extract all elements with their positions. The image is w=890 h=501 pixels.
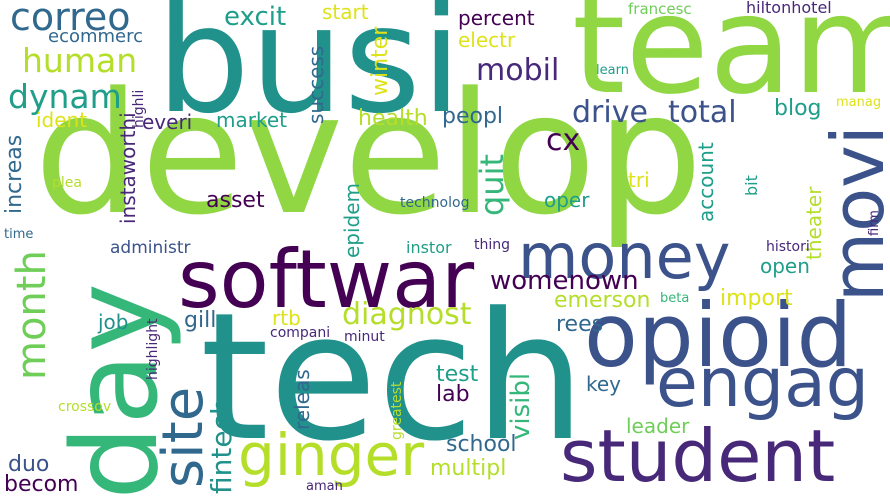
word-instaworthi: instaworthi [116,112,140,224]
word-increas: increas [2,134,27,214]
word-winter: winter [368,26,393,96]
word-womenown: womenown [490,266,639,296]
word-administr: administr [110,238,191,258]
word-emerson: emerson [554,288,651,313]
word-thing: thing [474,237,511,253]
word-success: success [304,45,328,124]
word-excit: excit [224,2,287,32]
word-key: key [586,372,622,396]
word-dynam: dynam [8,77,122,116]
word-open: open [760,254,810,278]
word-quit: quit [473,153,511,216]
word-releas: releas [290,369,314,430]
word-electr: electr [458,28,516,52]
word-month: month [9,250,55,380]
word-mobil: mobil [476,53,560,88]
word-correo: correo [10,0,131,39]
word-ident: ident [36,108,88,132]
word-multipl: multipl [430,456,507,481]
word-rees: rees [556,312,604,337]
word-oper: oper [544,188,590,212]
word-cx: cx [546,123,581,158]
word-student: student [560,414,836,498]
word-firm: firm [867,210,882,236]
word-lab: lab [436,382,470,407]
word-fintech: fintech [205,397,238,494]
word-rtb: rtb [272,306,301,330]
word-histori: histori [766,239,810,255]
word-manag: manag [836,95,882,110]
word-greatest: greatest [389,381,405,440]
word-peopl: peopl [442,104,504,129]
word-duo: duo [8,452,50,477]
word-import: import [720,286,793,311]
word-visibl: visibl [506,372,536,440]
word-softwar: softwar [178,233,475,326]
word-drive: drive [572,95,648,130]
word-health: health [358,106,428,131]
word-team: team [572,0,890,125]
word-learn: learn [596,63,629,78]
word-job: job [98,310,129,334]
word-total: total [668,95,737,130]
word-instor: instor [406,238,452,257]
word-start: start [322,0,369,24]
word-test: test [436,362,479,387]
word-asset: asset [206,188,265,213]
word-bit: bit [742,175,761,196]
word-highlight: highlight [145,318,161,380]
word-blog: blog [774,96,822,121]
word-tech: tech [200,275,586,480]
word-opioid: opioid [584,284,853,387]
word-time: time [4,227,34,242]
word-plea: plea [52,175,82,191]
word-francesc: francesc [628,0,692,18]
word-ginger: ginger [238,421,425,489]
word-minut: minut [344,329,385,345]
word-account: account [694,142,718,222]
word-aman: aman [306,479,343,494]
word-human: human [22,41,138,80]
word-hiltonhotel: hiltonhotel [746,0,832,17]
word-compani: compani [270,325,331,341]
word-leader: leader [626,414,690,438]
word-beta: beta [660,291,690,306]
word-everi: everi [142,110,193,134]
word-develop: develop [34,56,703,252]
word-engag: engag [656,344,869,423]
word-busi: busi [156,0,462,146]
word-school: school [446,432,517,457]
word-ecommerc: ecommerc [48,26,144,47]
word-site: site [151,386,216,488]
word-technolog: technolog [400,195,470,211]
word-gill: gill [184,308,217,333]
word-epidem: epidem [340,182,364,258]
word-money: money [518,220,731,293]
word-crossov: crossov [58,399,112,415]
word-tri: tri [628,168,650,192]
word-diagnost: diagnost [342,297,472,332]
word-becom: becom [4,472,79,497]
word-percent: percent [458,6,535,30]
word-market: market [216,108,287,132]
